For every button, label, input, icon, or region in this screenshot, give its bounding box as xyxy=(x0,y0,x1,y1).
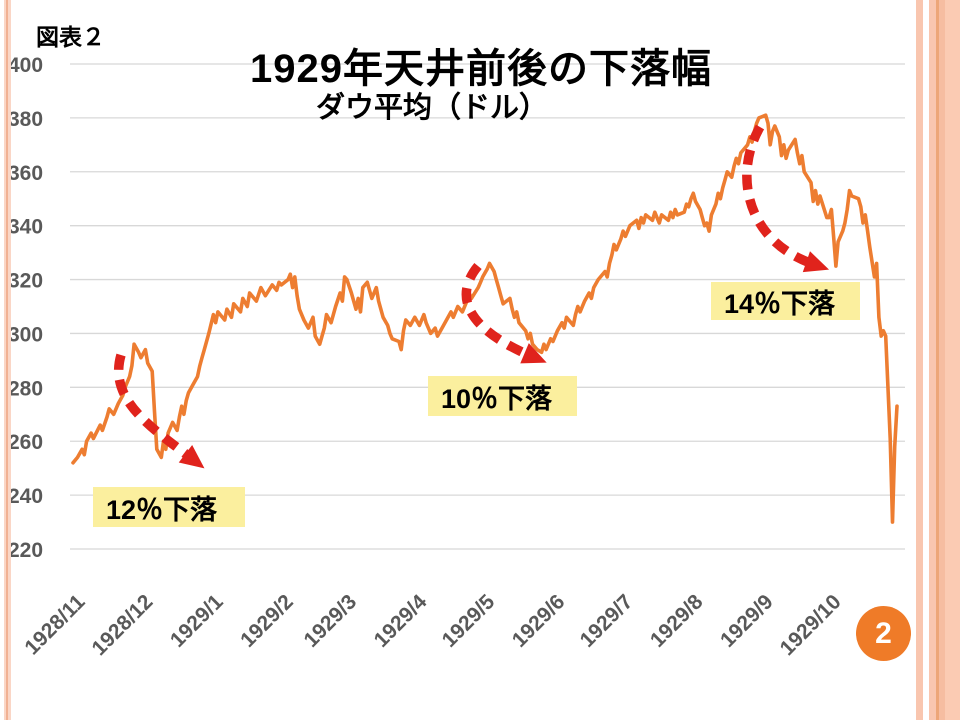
x-axis-label: 1929/8 xyxy=(646,590,708,652)
x-axis-label: 1929/4 xyxy=(370,590,432,652)
dow-price-line xyxy=(71,113,899,524)
decline-arrow xyxy=(461,262,533,361)
chart-subtitle: ダウ平均（ドル） xyxy=(315,92,548,124)
page-number: 2 xyxy=(875,616,892,650)
y-axis-label: 340 xyxy=(8,216,43,239)
figure-label: 図表２ xyxy=(36,24,105,50)
x-axis-label: 1929/7 xyxy=(576,590,638,652)
decline-arrowhead xyxy=(802,251,830,273)
y-axis-label: 400 xyxy=(8,54,43,77)
x-axis-label: 1928/12 xyxy=(87,590,157,660)
right-border-stripe xyxy=(916,0,923,720)
decline-arrow xyxy=(114,353,194,462)
decline-arrowhead xyxy=(178,445,205,469)
y-axis-label: 320 xyxy=(8,270,43,293)
decline-arrowhead xyxy=(520,343,547,364)
y-axis-label: 220 xyxy=(8,539,43,562)
x-axis-label: 1929/9 xyxy=(716,590,778,652)
x-axis-label: 1929/10 xyxy=(776,590,846,660)
y-axis-label: 280 xyxy=(8,377,43,400)
y-axis-label: 240 xyxy=(8,485,43,508)
y-axis-label: 260 xyxy=(8,431,43,454)
decline-callout-1: 12％下落 xyxy=(93,487,245,527)
left-border-accent xyxy=(6,0,8,720)
y-axis-label: 380 xyxy=(8,108,43,131)
x-axis-label: 1929/3 xyxy=(299,590,361,652)
x-axis-label: 1929/5 xyxy=(438,590,500,652)
decline-callout-2: 10％下落 xyxy=(428,376,577,416)
page-number-badge: 2 xyxy=(856,606,911,661)
x-axis-label: 1929/1 xyxy=(166,590,228,652)
y-axis-label: 300 xyxy=(8,323,43,346)
x-axis-label: 1928/11 xyxy=(20,590,89,659)
x-axis-label: 1929/2 xyxy=(236,590,298,652)
y-axis-label: 360 xyxy=(8,162,43,185)
chart-title: 1929年天井前後の下落幅 xyxy=(250,47,712,91)
decline-callout-3: 14％下落 xyxy=(711,282,860,320)
x-axis-label: 1929/6 xyxy=(508,590,570,652)
right-border-band xyxy=(929,0,960,720)
decline-arrow xyxy=(742,124,815,269)
